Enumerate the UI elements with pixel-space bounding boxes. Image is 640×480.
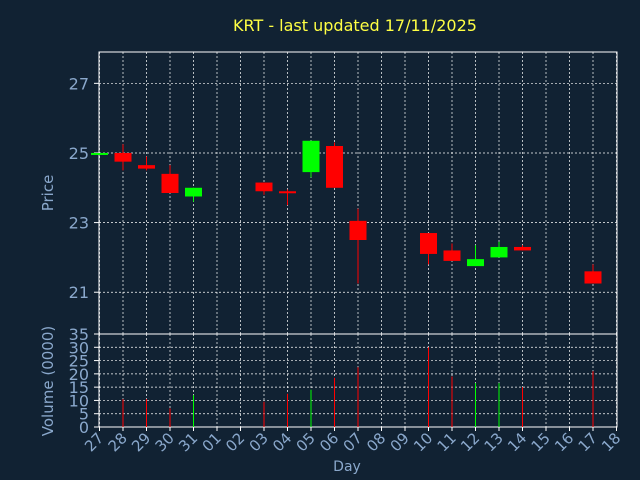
x-tick-label: 29 bbox=[128, 429, 154, 455]
candle-body bbox=[584, 271, 602, 284]
candle-body bbox=[91, 152, 108, 155]
volume-tick-label: 5 bbox=[79, 405, 89, 424]
volume-tick-label: 10 bbox=[69, 391, 89, 410]
candle-body bbox=[349, 220, 367, 240]
volume-tick-label: 15 bbox=[69, 378, 89, 397]
candle-body bbox=[467, 259, 484, 267]
x-tick-label: 02 bbox=[222, 429, 248, 455]
candle-body bbox=[443, 250, 461, 261]
candle-body bbox=[161, 173, 179, 193]
price-tick-label: 25 bbox=[69, 144, 89, 163]
chart-title: KRT - last updated 17/11/2025 bbox=[233, 16, 477, 35]
x-tick-label: 17 bbox=[575, 429, 601, 455]
x-tick-label: 28 bbox=[105, 429, 131, 455]
candle-body bbox=[114, 152, 132, 162]
volume-tick-label: 0 bbox=[79, 418, 89, 437]
price-tick-label: 21 bbox=[69, 283, 89, 302]
x-tick-label: 11 bbox=[434, 429, 460, 455]
x-tick-label: 18 bbox=[598, 429, 624, 455]
x-tick-label: 31 bbox=[175, 429, 201, 455]
price-tick-label: 23 bbox=[69, 214, 89, 233]
price-tick-label: 27 bbox=[69, 74, 89, 93]
volume-tick-label: 25 bbox=[69, 352, 89, 371]
candle-body bbox=[138, 165, 155, 169]
price-panel: 21 23 25 27 bbox=[69, 51, 618, 335]
candle-body bbox=[490, 246, 508, 258]
x-tick-label: 13 bbox=[481, 429, 507, 455]
candle-body bbox=[420, 233, 437, 254]
x-tick-label: 05 bbox=[293, 429, 319, 455]
candle-body bbox=[326, 146, 343, 188]
volume-tick-label: 30 bbox=[69, 338, 89, 357]
x-tick-label: 30 bbox=[152, 429, 178, 455]
candle-body bbox=[255, 182, 273, 192]
x-axis-label: Day bbox=[333, 459, 361, 475]
x-tick-label: 15 bbox=[528, 429, 554, 455]
candle-body bbox=[514, 246, 531, 251]
x-tick-label: 03 bbox=[246, 429, 272, 455]
x-tick-label: 01 bbox=[199, 429, 225, 455]
candle-body bbox=[185, 187, 202, 197]
x-tick-label: 09 bbox=[387, 429, 413, 455]
x-tick-label: 07 bbox=[340, 429, 366, 455]
x-tick-label: 10 bbox=[410, 429, 436, 455]
x-tick-label: 12 bbox=[457, 429, 483, 455]
volume-tick-label: 35 bbox=[69, 325, 89, 344]
candle-body bbox=[302, 140, 320, 173]
volume-panel: 0510152025303527282930310102030405060708… bbox=[69, 325, 625, 455]
volume-tick-label: 20 bbox=[69, 365, 89, 384]
volume-axis-label: Volume (0000) bbox=[39, 326, 57, 436]
x-tick-label: 08 bbox=[363, 429, 389, 455]
x-tick-label: 16 bbox=[551, 429, 577, 455]
price-axis-label: Price bbox=[39, 175, 57, 212]
candle-body bbox=[279, 191, 296, 194]
x-tick-label: 04 bbox=[269, 429, 295, 455]
x-tick-label: 06 bbox=[316, 429, 342, 455]
x-tick-label: 14 bbox=[504, 429, 530, 455]
